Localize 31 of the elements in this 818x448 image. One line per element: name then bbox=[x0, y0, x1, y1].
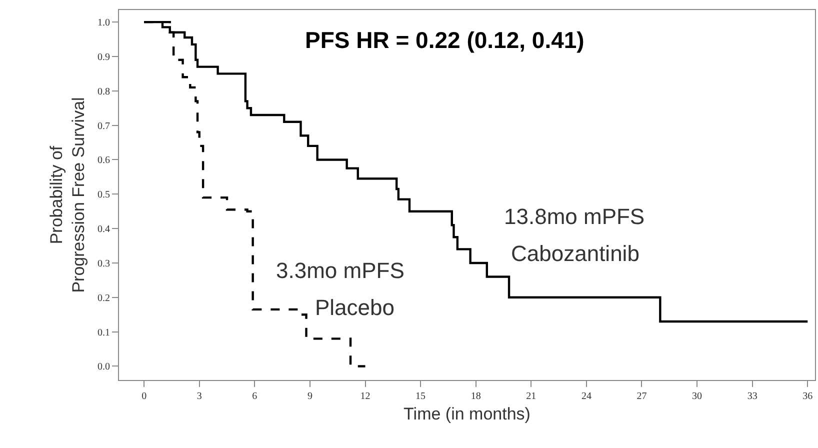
x-tick-label: 33 bbox=[747, 391, 758, 402]
y-tick-label: 0.8 bbox=[98, 86, 110, 98]
annotation: PFS HR = 0.22 (0.12, 0.41) bbox=[305, 27, 584, 53]
annotation: 3.3mo mPFS bbox=[276, 258, 404, 283]
x-tick-label: 18 bbox=[470, 391, 481, 402]
annotation: 13.8mo mPFS bbox=[504, 204, 645, 229]
y-tick-label: 0.5 bbox=[98, 190, 110, 201]
x-tick-label: 0 bbox=[142, 391, 147, 402]
x-tick-label: 21 bbox=[526, 391, 536, 402]
x-tick-label: 36 bbox=[802, 391, 813, 402]
x-tick-label: 12 bbox=[360, 391, 370, 402]
x-tick-label: 24 bbox=[581, 391, 592, 402]
y-tick-label: 1.0 bbox=[98, 18, 110, 29]
x-tick-label: 6 bbox=[252, 391, 258, 402]
y-tick-label: 0.6 bbox=[98, 155, 110, 166]
y-tick-label: 0.0 bbox=[98, 362, 110, 373]
x-tick-label: 9 bbox=[307, 391, 312, 402]
x-axis-title: Time (in months) bbox=[404, 404, 530, 424]
x-tick-label: 15 bbox=[416, 391, 426, 402]
y-tick-label: 0.9 bbox=[98, 52, 110, 63]
y-tick-label: 0.4 bbox=[98, 224, 110, 236]
x-tick-label: 30 bbox=[692, 391, 702, 402]
y-tick-label: 0.2 bbox=[98, 292, 110, 304]
x-tick-label: 27 bbox=[636, 391, 647, 402]
y-tick-label: 0.7 bbox=[98, 120, 110, 132]
y-axis-title: Probability of Progression Free Survival bbox=[46, 97, 88, 293]
y-tick-label: 0.1 bbox=[98, 327, 110, 338]
annotation: Placebo bbox=[315, 295, 395, 320]
y-tick-label: 0.3 bbox=[98, 258, 110, 270]
annotation: Cabozantinib bbox=[511, 241, 640, 266]
x-tick-label: 3 bbox=[196, 391, 202, 402]
